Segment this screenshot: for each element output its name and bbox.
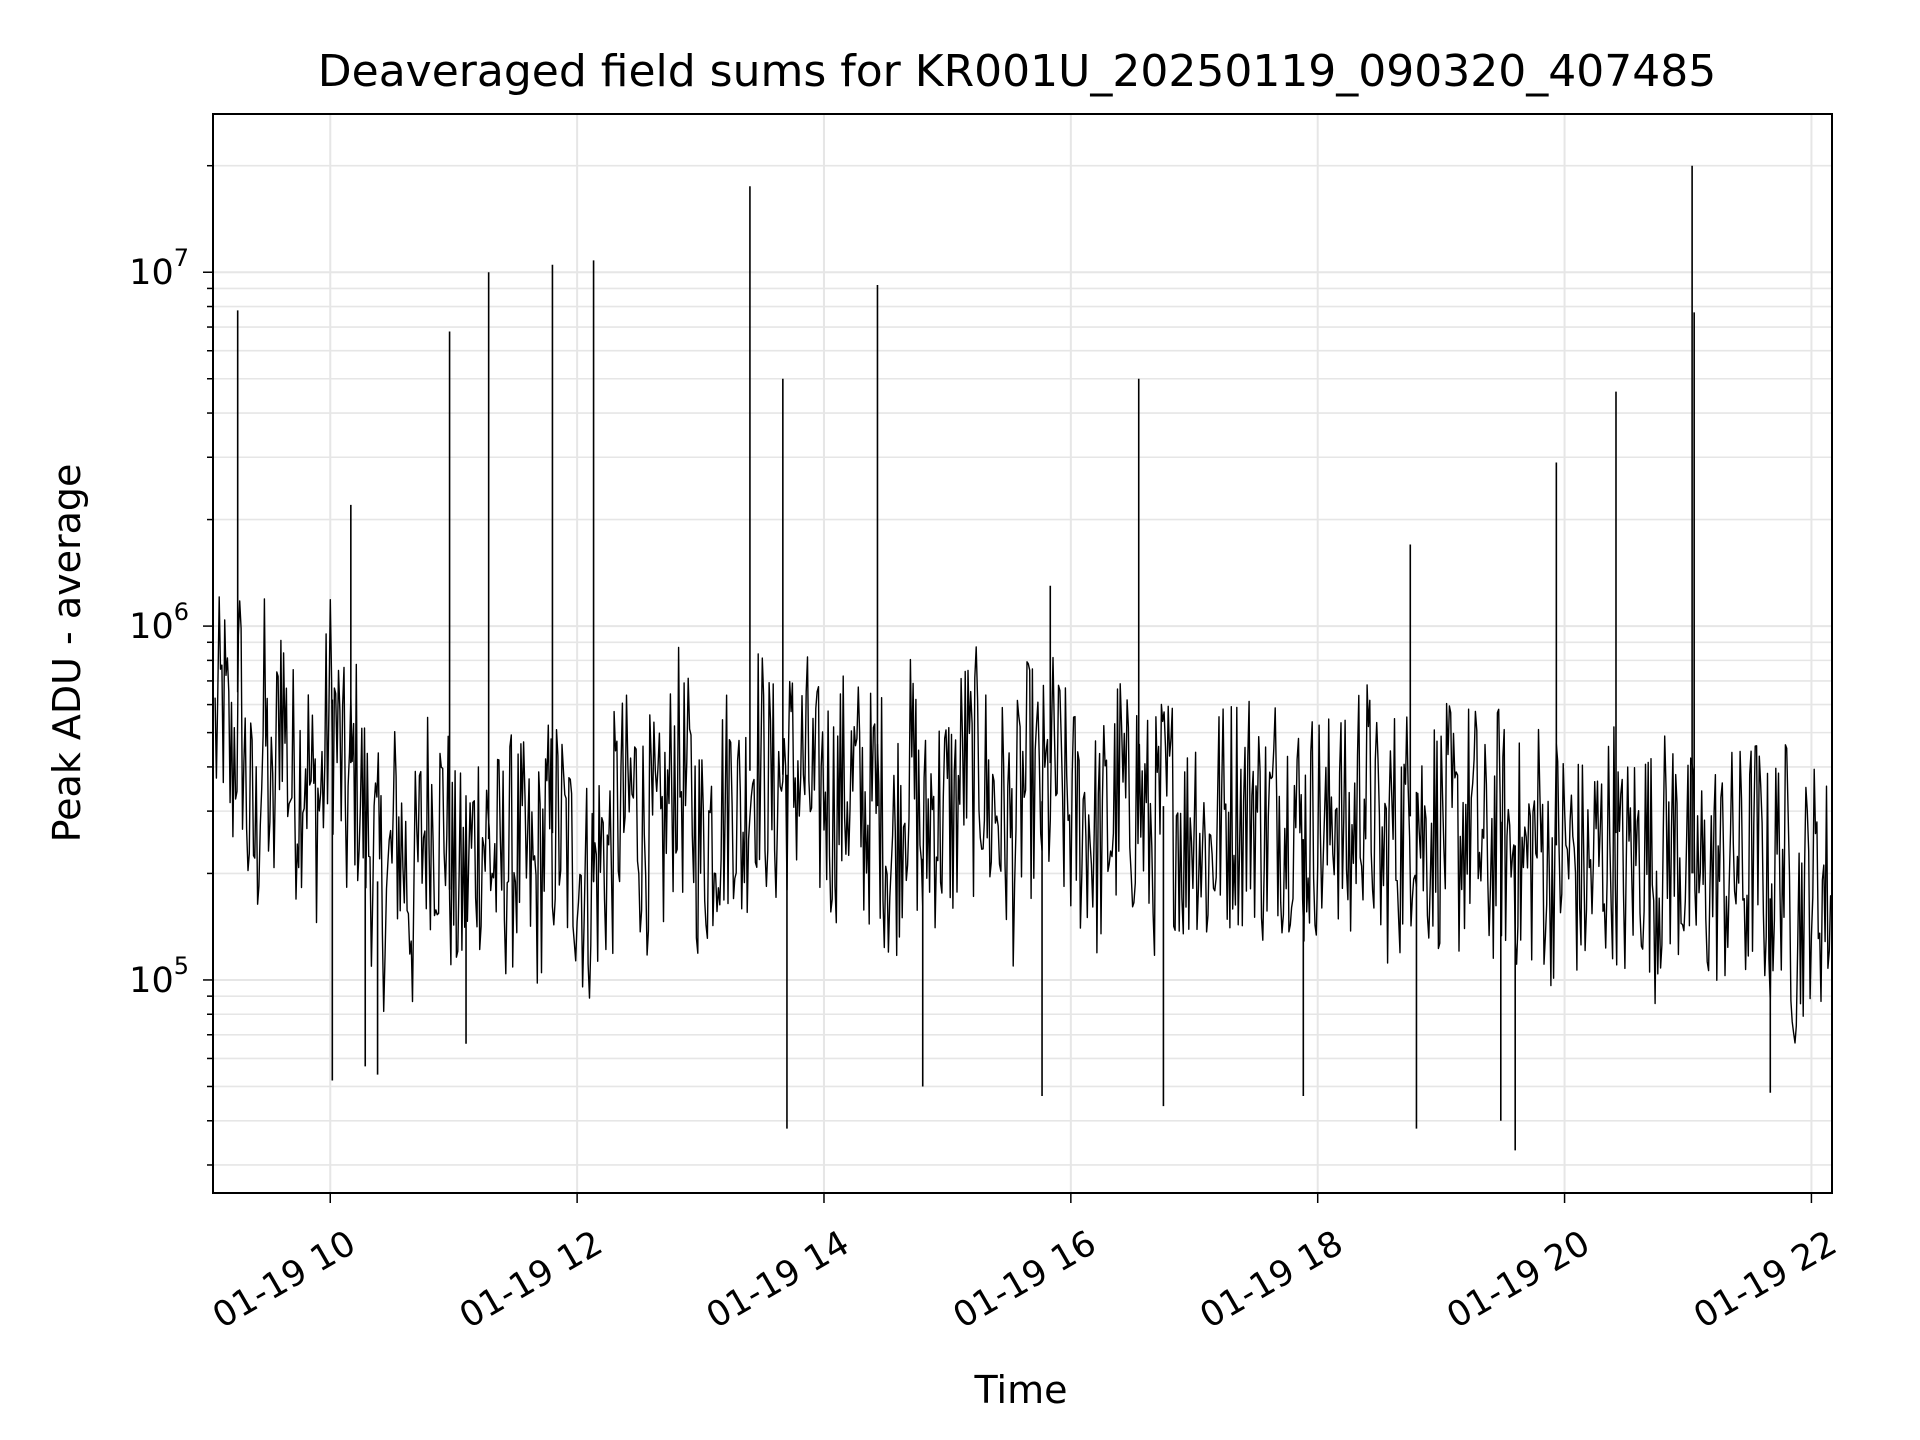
plot-area <box>214 165 1833 1151</box>
y-tick-label: 107 <box>129 244 189 293</box>
plot-frame <box>212 113 1833 1194</box>
y-tick-label: 105 <box>129 952 189 1001</box>
series-line <box>214 596 1833 1044</box>
y-axis: 105 106 107 <box>129 164 213 1166</box>
y-axis-label: Peak ADU - average <box>45 464 89 843</box>
y-tick-label: 106 <box>129 598 189 647</box>
chart-title: Deaveraged field sums for KR001U_2025011… <box>318 46 1716 97</box>
x-axis-label: Time <box>974 1368 1068 1412</box>
